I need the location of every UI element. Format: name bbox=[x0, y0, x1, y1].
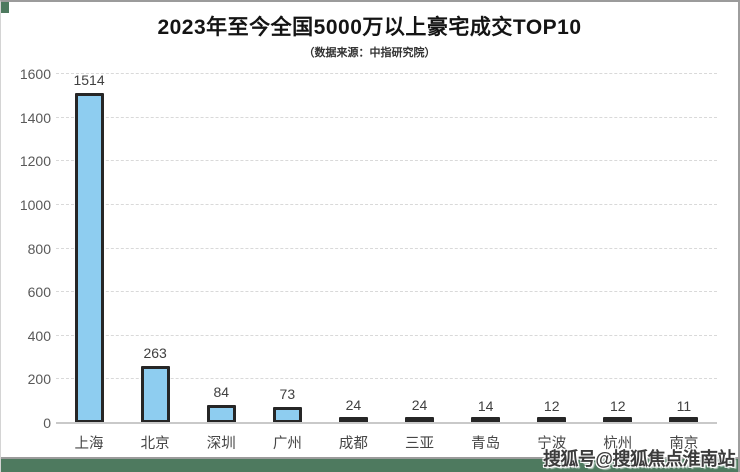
bar-column: 12 bbox=[519, 74, 585, 423]
bar-2 bbox=[206, 404, 236, 423]
gridline bbox=[56, 334, 717, 336]
x-tick-label: 北京 bbox=[140, 436, 170, 452]
bar-column: 11 bbox=[651, 74, 717, 423]
bar-value-label: 11 bbox=[676, 397, 692, 414]
bar-column: 73 bbox=[254, 74, 320, 423]
bar-4 bbox=[338, 417, 368, 423]
chart-subtitle: （数据来源：中指研究院） bbox=[303, 47, 436, 59]
bar-value-label: 12 bbox=[543, 397, 560, 414]
bar-value-label: 12 bbox=[610, 397, 626, 414]
x-tick-label: 广州 bbox=[272, 436, 302, 452]
x-tick-label: 宁波 bbox=[537, 436, 567, 452]
y-tick-label: 1400 bbox=[19, 109, 51, 126]
bar-column: 24 bbox=[386, 74, 452, 423]
x-tick-label: 三亚 bbox=[405, 436, 435, 452]
gridline bbox=[56, 73, 717, 74]
x-axis: 上海 北京 深圳 广州 成都 三亚 青岛 宁波 杭州 南京 bbox=[56, 432, 717, 453]
footer-strip bbox=[1, 457, 738, 472]
bar-0 bbox=[74, 92, 104, 423]
x-tick-label: 深圳 bbox=[206, 436, 236, 452]
x-tick-label: 杭州 bbox=[603, 436, 633, 452]
gridline bbox=[56, 247, 717, 249]
watermark: 搜狐号@搜狐焦点淮南站 bbox=[542, 449, 736, 469]
y-tick-label: 400 bbox=[27, 327, 51, 344]
x-tick-label: 成都 bbox=[338, 436, 368, 452]
bar-value-label: 263 bbox=[143, 344, 167, 361]
bar-3 bbox=[272, 407, 302, 423]
bar-7 bbox=[537, 417, 567, 423]
gridline bbox=[56, 203, 717, 205]
bar-column: 14 bbox=[453, 74, 519, 423]
x-tick-label: 上海 bbox=[74, 436, 104, 452]
x-tick-label: 南京 bbox=[669, 436, 699, 452]
bar-9 bbox=[669, 417, 699, 423]
bar-column: 84 bbox=[188, 74, 254, 423]
bar-1 bbox=[140, 365, 170, 423]
gridline bbox=[56, 291, 717, 293]
y-axis: 0 200 400 600 800 1000 1200 1400 1600 bbox=[7, 66, 51, 431]
bar-value-label: 24 bbox=[411, 396, 428, 413]
y-tick-label: 600 bbox=[27, 284, 51, 301]
corner-accent bbox=[1, 2, 9, 13]
bar-5 bbox=[405, 417, 435, 423]
plot-area: 1514 263 84 73 24 24 14 12 12 11 bbox=[56, 71, 717, 424]
y-tick-label: 1600 bbox=[19, 66, 51, 82]
bar-value-label: 14 bbox=[477, 397, 494, 414]
bar-column: 12 bbox=[585, 74, 651, 423]
y-tick-label: 0 bbox=[43, 415, 51, 431]
gridline bbox=[56, 378, 717, 380]
bar-column: 24 bbox=[320, 74, 386, 423]
bar-column: 1514 bbox=[56, 71, 122, 423]
x-tick-label: 青岛 bbox=[471, 436, 501, 452]
y-tick-label: 200 bbox=[27, 371, 51, 388]
bar-column: 263 bbox=[122, 74, 188, 423]
bar-6 bbox=[471, 417, 501, 423]
bars-row: 1514 263 84 73 24 24 14 12 12 11 bbox=[56, 71, 717, 423]
chart-title: 2023年至今全国5000万以上豪宅成交TOP10 bbox=[157, 16, 582, 39]
gridline bbox=[56, 116, 717, 118]
y-tick-label: 1000 bbox=[19, 196, 51, 213]
bar-value-label: 1514 bbox=[73, 71, 105, 88]
bar-value-label: 73 bbox=[279, 386, 296, 403]
x-axis-line bbox=[56, 422, 717, 424]
bar-value-label: 24 bbox=[345, 396, 362, 413]
gridline bbox=[56, 160, 717, 162]
y-tick-label: 800 bbox=[27, 240, 51, 257]
bar-8 bbox=[603, 417, 633, 423]
y-tick-label: 1200 bbox=[19, 153, 51, 170]
bar-value-label: 84 bbox=[213, 383, 230, 400]
